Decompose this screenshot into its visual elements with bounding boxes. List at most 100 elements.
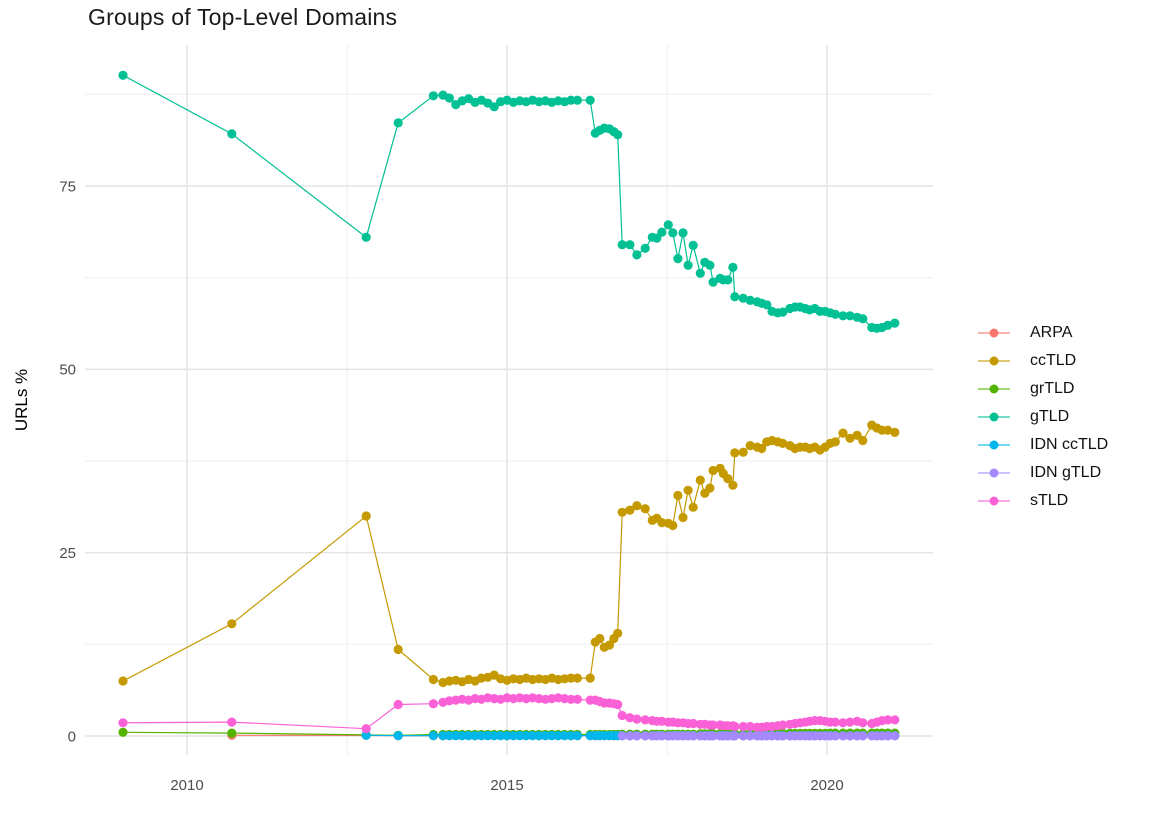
- legend-key-dot: [989, 384, 999, 394]
- data-point: [663, 220, 673, 230]
- legend-label: grTLD: [1030, 380, 1075, 397]
- data-point: [838, 428, 848, 438]
- data-point: [745, 295, 755, 305]
- data-point: [708, 720, 718, 730]
- legend-key-dot: [989, 468, 999, 478]
- data-point: [613, 699, 623, 710]
- data-point: [595, 633, 605, 644]
- legend-key-icon: [978, 494, 1010, 508]
- data-point: [745, 721, 755, 732]
- legend-key-icon: [978, 438, 1010, 452]
- chart-title: Groups of Top-Level Domains: [88, 4, 398, 30]
- data-point: [883, 715, 893, 725]
- data-point: [830, 717, 840, 727]
- data-point: [830, 731, 840, 741]
- data-point: [451, 731, 461, 741]
- legend-item-sTLD: sTLD: [978, 487, 1108, 515]
- data-point: [728, 262, 738, 272]
- data-point: [625, 713, 635, 723]
- data-point: [678, 512, 688, 523]
- legend-key-icon: [978, 410, 1010, 424]
- data-point: [572, 694, 583, 704]
- data-point: [708, 731, 718, 741]
- data-point: [845, 717, 855, 727]
- data-point: [489, 102, 499, 112]
- data-point: [483, 731, 493, 741]
- data-point: [585, 95, 595, 105]
- data-point: [858, 718, 868, 728]
- data-point: [625, 240, 635, 250]
- data-point: [438, 731, 448, 741]
- data-point: [553, 731, 563, 741]
- data-point: [778, 731, 788, 741]
- data-point: [738, 447, 748, 457]
- data-point: [845, 433, 855, 443]
- data-point: [838, 731, 848, 741]
- data-point: [470, 731, 480, 741]
- data-point: [393, 699, 403, 710]
- data-point: [738, 721, 748, 732]
- data-point: [695, 268, 705, 278]
- legend-key-dot: [989, 496, 999, 506]
- data-point: [838, 718, 848, 728]
- data-point: [393, 644, 403, 655]
- data-point: [604, 640, 615, 650]
- data-point: [890, 427, 900, 437]
- data-point: [617, 731, 627, 741]
- data-point: [723, 474, 733, 484]
- data-point: [745, 441, 755, 451]
- data-point: [613, 130, 623, 140]
- data-point: [528, 731, 538, 741]
- data-point: [688, 731, 698, 741]
- legend-label: sTLD: [1030, 492, 1069, 509]
- data-point: [890, 715, 900, 725]
- series-points-sTLD: [118, 693, 900, 734]
- data-point: [361, 232, 371, 242]
- data-point: [723, 275, 733, 285]
- data-point: [361, 730, 371, 740]
- data-point: [730, 721, 740, 732]
- data-point: [428, 731, 438, 741]
- data-point: [673, 254, 683, 264]
- data-point: [515, 731, 525, 741]
- data-point: [830, 309, 840, 319]
- data-point: [560, 731, 570, 741]
- data-point: [632, 501, 642, 511]
- y-axis-title-wrap: URLs %: [0, 45, 44, 755]
- x-axis-tick-label: 2010: [170, 777, 203, 794]
- data-point: [361, 724, 371, 734]
- data-point: [118, 676, 128, 686]
- data-point: [845, 731, 855, 741]
- legend-key-dot: [989, 412, 999, 422]
- y-axis-tick-label: 25: [59, 545, 76, 562]
- data-point: [688, 718, 698, 729]
- legend-item-IDN-ccTLD: IDN ccTLD: [978, 431, 1108, 459]
- y-axis-tick-label: 0: [68, 728, 76, 745]
- data-point: [678, 228, 688, 238]
- data-point: [778, 438, 788, 448]
- data-point: [227, 728, 237, 738]
- data-point: [476, 731, 486, 741]
- data-point: [227, 717, 237, 727]
- legend-label: IDN gTLD: [1030, 464, 1102, 481]
- data-point: [393, 731, 403, 741]
- series-points-IDN-gTLD: [617, 731, 900, 741]
- data-point: [890, 731, 900, 741]
- data-point: [508, 731, 518, 741]
- data-point: [585, 673, 595, 683]
- data-point: [708, 277, 718, 287]
- data-point: [688, 502, 698, 512]
- data-point: [393, 118, 403, 128]
- data-point: [830, 437, 840, 447]
- data-point: [632, 714, 642, 724]
- data-point: [502, 731, 512, 741]
- data-point: [730, 292, 740, 302]
- data-point: [496, 731, 506, 741]
- y-axis-tick-label: 50: [59, 362, 76, 379]
- data-point: [632, 731, 642, 741]
- data-point: [845, 311, 855, 321]
- data-point: [673, 490, 683, 501]
- data-point: [778, 307, 788, 317]
- data-point: [613, 628, 623, 638]
- series-points-ccTLD: [118, 420, 900, 688]
